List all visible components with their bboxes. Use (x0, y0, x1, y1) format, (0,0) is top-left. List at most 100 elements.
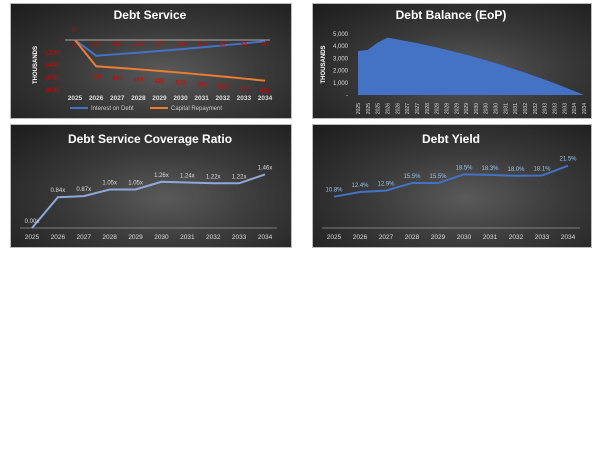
data-label: 18.3% (481, 166, 499, 172)
data-label: 1.05x (102, 181, 117, 187)
x-tick-label: 2029 (128, 234, 143, 241)
x-tick-label: 2034 (258, 95, 273, 102)
x-tick-label: 2025 (366, 103, 372, 114)
x-tick-label: 2026 (395, 103, 401, 114)
y-tick-label: 1,000 (333, 81, 349, 87)
x-tick-label: 2032 (216, 95, 231, 102)
legend-label: Interest on Debt (91, 106, 134, 112)
x-tick-label: 2025 (356, 103, 362, 114)
x-tick-label: 2030 (173, 95, 188, 102)
x-tick-label: 2028 (444, 103, 450, 114)
x-tick-label: 2032 (533, 103, 539, 114)
data-label: 553 (197, 83, 208, 89)
chart-title: Debt Balance (EoP) (396, 8, 507, 22)
x-tick-label: 2030 (484, 103, 490, 114)
x-tick-label: 2027 (415, 103, 421, 114)
x-tick-label: 2025 (376, 103, 382, 114)
data-label: 0.00x (25, 219, 40, 225)
data-label: 21.5% (559, 157, 577, 163)
data-label: 444 (112, 76, 123, 82)
data-label: 148 (176, 42, 187, 48)
data-label: 1.46x (258, 165, 273, 171)
chart-title: Debt Service (114, 8, 187, 22)
y-tick-label: (600) (46, 76, 60, 82)
data-label: 0.87x (76, 187, 91, 193)
data-label: 251 (91, 42, 102, 48)
y-tick-label: 5,000 (333, 32, 349, 38)
x-tick-label: 2030 (154, 234, 169, 241)
x-tick-label: 2027 (110, 95, 125, 102)
data-label: 1.24x (180, 174, 195, 180)
x-tick-label: 2030 (457, 234, 472, 241)
chart-title: Debt Service Coverage Ratio (68, 132, 232, 146)
x-tick-label: 2025 (68, 95, 83, 102)
x-tick-label: 2034 (258, 234, 273, 241)
x-tick-label: 2032 (509, 234, 524, 241)
data-label: 1.26x (154, 173, 169, 179)
y-tick-label: - (346, 93, 348, 99)
chart-debt-yield (312, 124, 592, 248)
series-line (333, 164, 569, 198)
series-line (31, 173, 266, 229)
x-tick-label: 2034 (582, 103, 588, 114)
x-tick-label: 2031 (194, 95, 209, 102)
x-tick-label: 2034 (561, 234, 576, 241)
x-tick-label: 2025 (25, 234, 40, 241)
data-label: 12.9% (377, 182, 395, 188)
data-label: 18.5% (455, 165, 473, 171)
y-tick-label: (400) (46, 63, 60, 69)
data-label: 1.22x (232, 174, 247, 180)
x-tick-label: 2032 (523, 103, 529, 114)
x-tick-label: 2032 (206, 234, 221, 241)
data-label: 12.4% (351, 183, 369, 189)
data-label: 495 (154, 79, 165, 85)
x-tick-label: 2031 (513, 103, 519, 114)
y-axis-label: THOUSANDS (33, 46, 39, 84)
x-tick-label: 2027 (379, 234, 394, 241)
x-tick-label: 2034 (572, 103, 578, 114)
y-tick-label: - (58, 38, 60, 44)
x-tick-label: 2028 (131, 95, 146, 102)
x-tick-label: 2033 (535, 234, 550, 241)
x-tick-label: 2031 (503, 103, 509, 114)
data-label: 20 (262, 42, 269, 48)
data-label: 0 (72, 27, 76, 33)
data-label: 15.5% (403, 174, 421, 180)
series-line (74, 39, 266, 57)
y-axis-label: THOUSANDS (321, 45, 327, 83)
x-tick-label: 2025 (327, 234, 342, 241)
x-tick-label: 2028 (435, 103, 441, 114)
x-tick-label: 2026 (89, 95, 104, 102)
data-label: 651 (260, 89, 271, 95)
data-label: 18.1% (533, 167, 551, 173)
data-label: 18.0% (507, 167, 525, 173)
x-tick-label: 2029 (454, 103, 460, 114)
x-tick-label: 2033 (562, 103, 568, 114)
x-tick-label: 2029 (431, 234, 446, 241)
data-label: 584 (218, 85, 229, 91)
x-tick-label: 2026 (51, 234, 66, 241)
x-tick-label: 2029 (152, 95, 167, 102)
y-tick-label: (800) (46, 88, 60, 94)
x-tick-label: 2028 (102, 234, 117, 241)
series-line (74, 39, 266, 82)
x-tick-label: 2026 (385, 103, 391, 114)
data-label: 176 (154, 42, 165, 48)
x-tick-label: 2027 (405, 103, 411, 114)
data-label: 617 (239, 87, 250, 93)
y-tick-label: (200) (46, 51, 60, 57)
x-tick-label: 2031 (180, 234, 195, 241)
data-label: 469 (133, 77, 144, 83)
x-tick-label: 2033 (232, 234, 247, 241)
x-tick-label: 2027 (77, 234, 92, 241)
data-label: 0 (72, 44, 76, 50)
data-label: 420 (91, 74, 102, 80)
y-tick-label: 4,000 (333, 44, 349, 50)
data-label: 1.22x (206, 174, 221, 180)
data-label: 87 (219, 42, 226, 48)
x-tick-label: 2028 (425, 103, 431, 114)
y-tick-label: 3,000 (333, 56, 349, 62)
chart-debt-service (10, 3, 292, 119)
chart-dscr (10, 124, 292, 248)
